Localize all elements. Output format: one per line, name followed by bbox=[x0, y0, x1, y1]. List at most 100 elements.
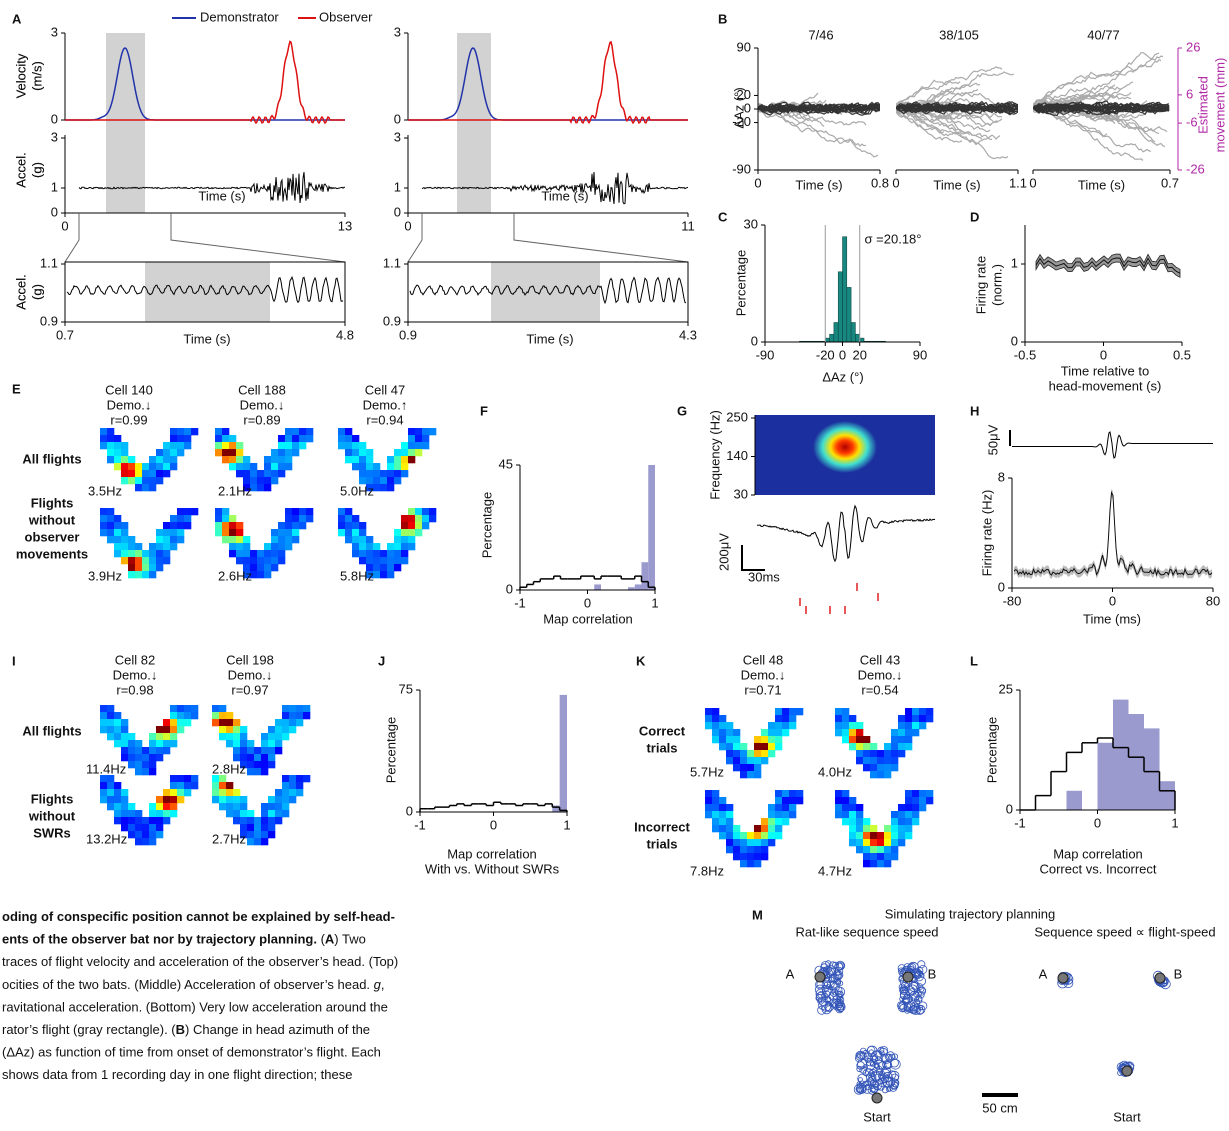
map-pixel bbox=[891, 832, 898, 839]
map-pixel bbox=[100, 782, 107, 789]
map-pixel bbox=[247, 817, 254, 824]
map-pixel bbox=[257, 564, 264, 571]
map-pixel bbox=[121, 550, 128, 557]
map-pixel bbox=[236, 470, 243, 477]
map-pixel bbox=[100, 529, 107, 536]
map-pixel bbox=[754, 757, 761, 764]
map-pixel bbox=[261, 740, 268, 747]
map-pixel bbox=[429, 508, 436, 515]
map-pixel bbox=[740, 832, 747, 839]
histogram-bar bbox=[1160, 781, 1176, 810]
highlight bbox=[106, 33, 145, 213]
map-pixel bbox=[338, 529, 345, 536]
map-pixel bbox=[114, 536, 121, 543]
rate-label: 2.6Hz bbox=[218, 568, 252, 583]
map-pixel bbox=[366, 557, 373, 564]
map-pixel bbox=[849, 743, 856, 750]
map-pixel bbox=[184, 782, 191, 789]
map-pixel bbox=[849, 722, 856, 729]
map-pixel bbox=[163, 529, 170, 536]
map-pixel bbox=[271, 463, 278, 470]
map-pixel bbox=[842, 804, 849, 811]
map-pixel bbox=[254, 768, 261, 775]
map-pixel bbox=[114, 529, 121, 536]
map-pixel bbox=[114, 550, 121, 557]
map-pixel bbox=[285, 449, 292, 456]
map-pixel bbox=[156, 824, 163, 831]
map-pixel bbox=[135, 550, 142, 557]
y-axis-label: Frequency (Hz) bbox=[707, 410, 722, 500]
map-pixel bbox=[156, 733, 163, 740]
map-pixel bbox=[726, 811, 733, 818]
row-label: observer bbox=[25, 529, 80, 544]
map-pixel bbox=[191, 782, 198, 789]
map-pixel bbox=[898, 825, 905, 832]
map-pixel bbox=[170, 529, 177, 536]
y-axis-label: Velocity bbox=[13, 53, 28, 98]
rate-label: 5.8Hz bbox=[340, 568, 374, 583]
point-label: A bbox=[786, 966, 795, 981]
spectrogram-peak bbox=[813, 421, 877, 473]
map-pixel bbox=[768, 825, 775, 832]
map-pixel bbox=[285, 456, 292, 463]
y-axis-label: Firing rate bbox=[973, 256, 988, 315]
map-pixel bbox=[278, 529, 285, 536]
y-tick-label: 1 bbox=[394, 179, 401, 194]
map-pixel bbox=[870, 757, 877, 764]
map-pixel bbox=[912, 797, 919, 804]
map-pixel bbox=[142, 470, 149, 477]
map-pixel bbox=[163, 803, 170, 810]
map-pixel bbox=[149, 550, 156, 557]
map-pixel bbox=[184, 508, 191, 515]
map-pixel bbox=[278, 463, 285, 470]
map-pixel bbox=[856, 743, 863, 750]
cell-label: r=0.54 bbox=[861, 682, 898, 697]
map-pixel bbox=[842, 708, 849, 715]
map-pixel bbox=[740, 839, 747, 846]
map-pixel bbox=[761, 853, 768, 860]
map-pixel bbox=[849, 736, 856, 743]
map-pixel bbox=[271, 564, 278, 571]
map-pixel bbox=[754, 860, 761, 867]
map-pixel bbox=[870, 846, 877, 853]
map-pixel bbox=[712, 811, 719, 818]
map-pixel bbox=[149, 817, 156, 824]
map-pixel bbox=[345, 536, 352, 543]
row-label: Flights bbox=[31, 791, 74, 806]
x-tick-label: 0.7 bbox=[56, 327, 74, 342]
map-pixel bbox=[184, 515, 191, 522]
histogram-bar bbox=[1113, 700, 1129, 810]
map-pixel bbox=[842, 729, 849, 736]
map-pixel bbox=[257, 557, 264, 564]
map-pixel bbox=[842, 811, 849, 818]
map-pixel bbox=[870, 832, 877, 839]
map-pixel bbox=[107, 442, 114, 449]
map-pixel bbox=[754, 736, 761, 743]
position-marker bbox=[1122, 1066, 1132, 1076]
x-axis-label: Time (s) bbox=[541, 188, 588, 203]
map-pixel bbox=[170, 449, 177, 456]
map-pixel bbox=[121, 456, 128, 463]
map-pixel bbox=[394, 564, 401, 571]
x-axis-label: Time (s) bbox=[183, 331, 230, 346]
map-pixel bbox=[891, 729, 898, 736]
row-label: All flights bbox=[22, 451, 81, 466]
y-tick-label: 90 bbox=[737, 39, 751, 54]
map-pixel bbox=[726, 729, 733, 736]
map-pixel bbox=[719, 818, 726, 825]
map-pixel bbox=[240, 796, 247, 803]
map-pixel bbox=[842, 797, 849, 804]
legend-label: Observer bbox=[319, 9, 373, 24]
map-pixel bbox=[222, 435, 229, 442]
map-pixel bbox=[338, 428, 345, 435]
map-pixel bbox=[240, 733, 247, 740]
map-pixel bbox=[107, 428, 114, 435]
map-pixel bbox=[142, 768, 149, 775]
map-pixel bbox=[740, 757, 747, 764]
map-pixel bbox=[775, 708, 782, 715]
x-axis-label: head-movement (s) bbox=[1049, 378, 1162, 393]
map-pixel bbox=[261, 747, 268, 754]
map-pixel bbox=[142, 564, 149, 571]
map-pixel bbox=[345, 515, 352, 522]
map-pixel bbox=[156, 477, 163, 484]
